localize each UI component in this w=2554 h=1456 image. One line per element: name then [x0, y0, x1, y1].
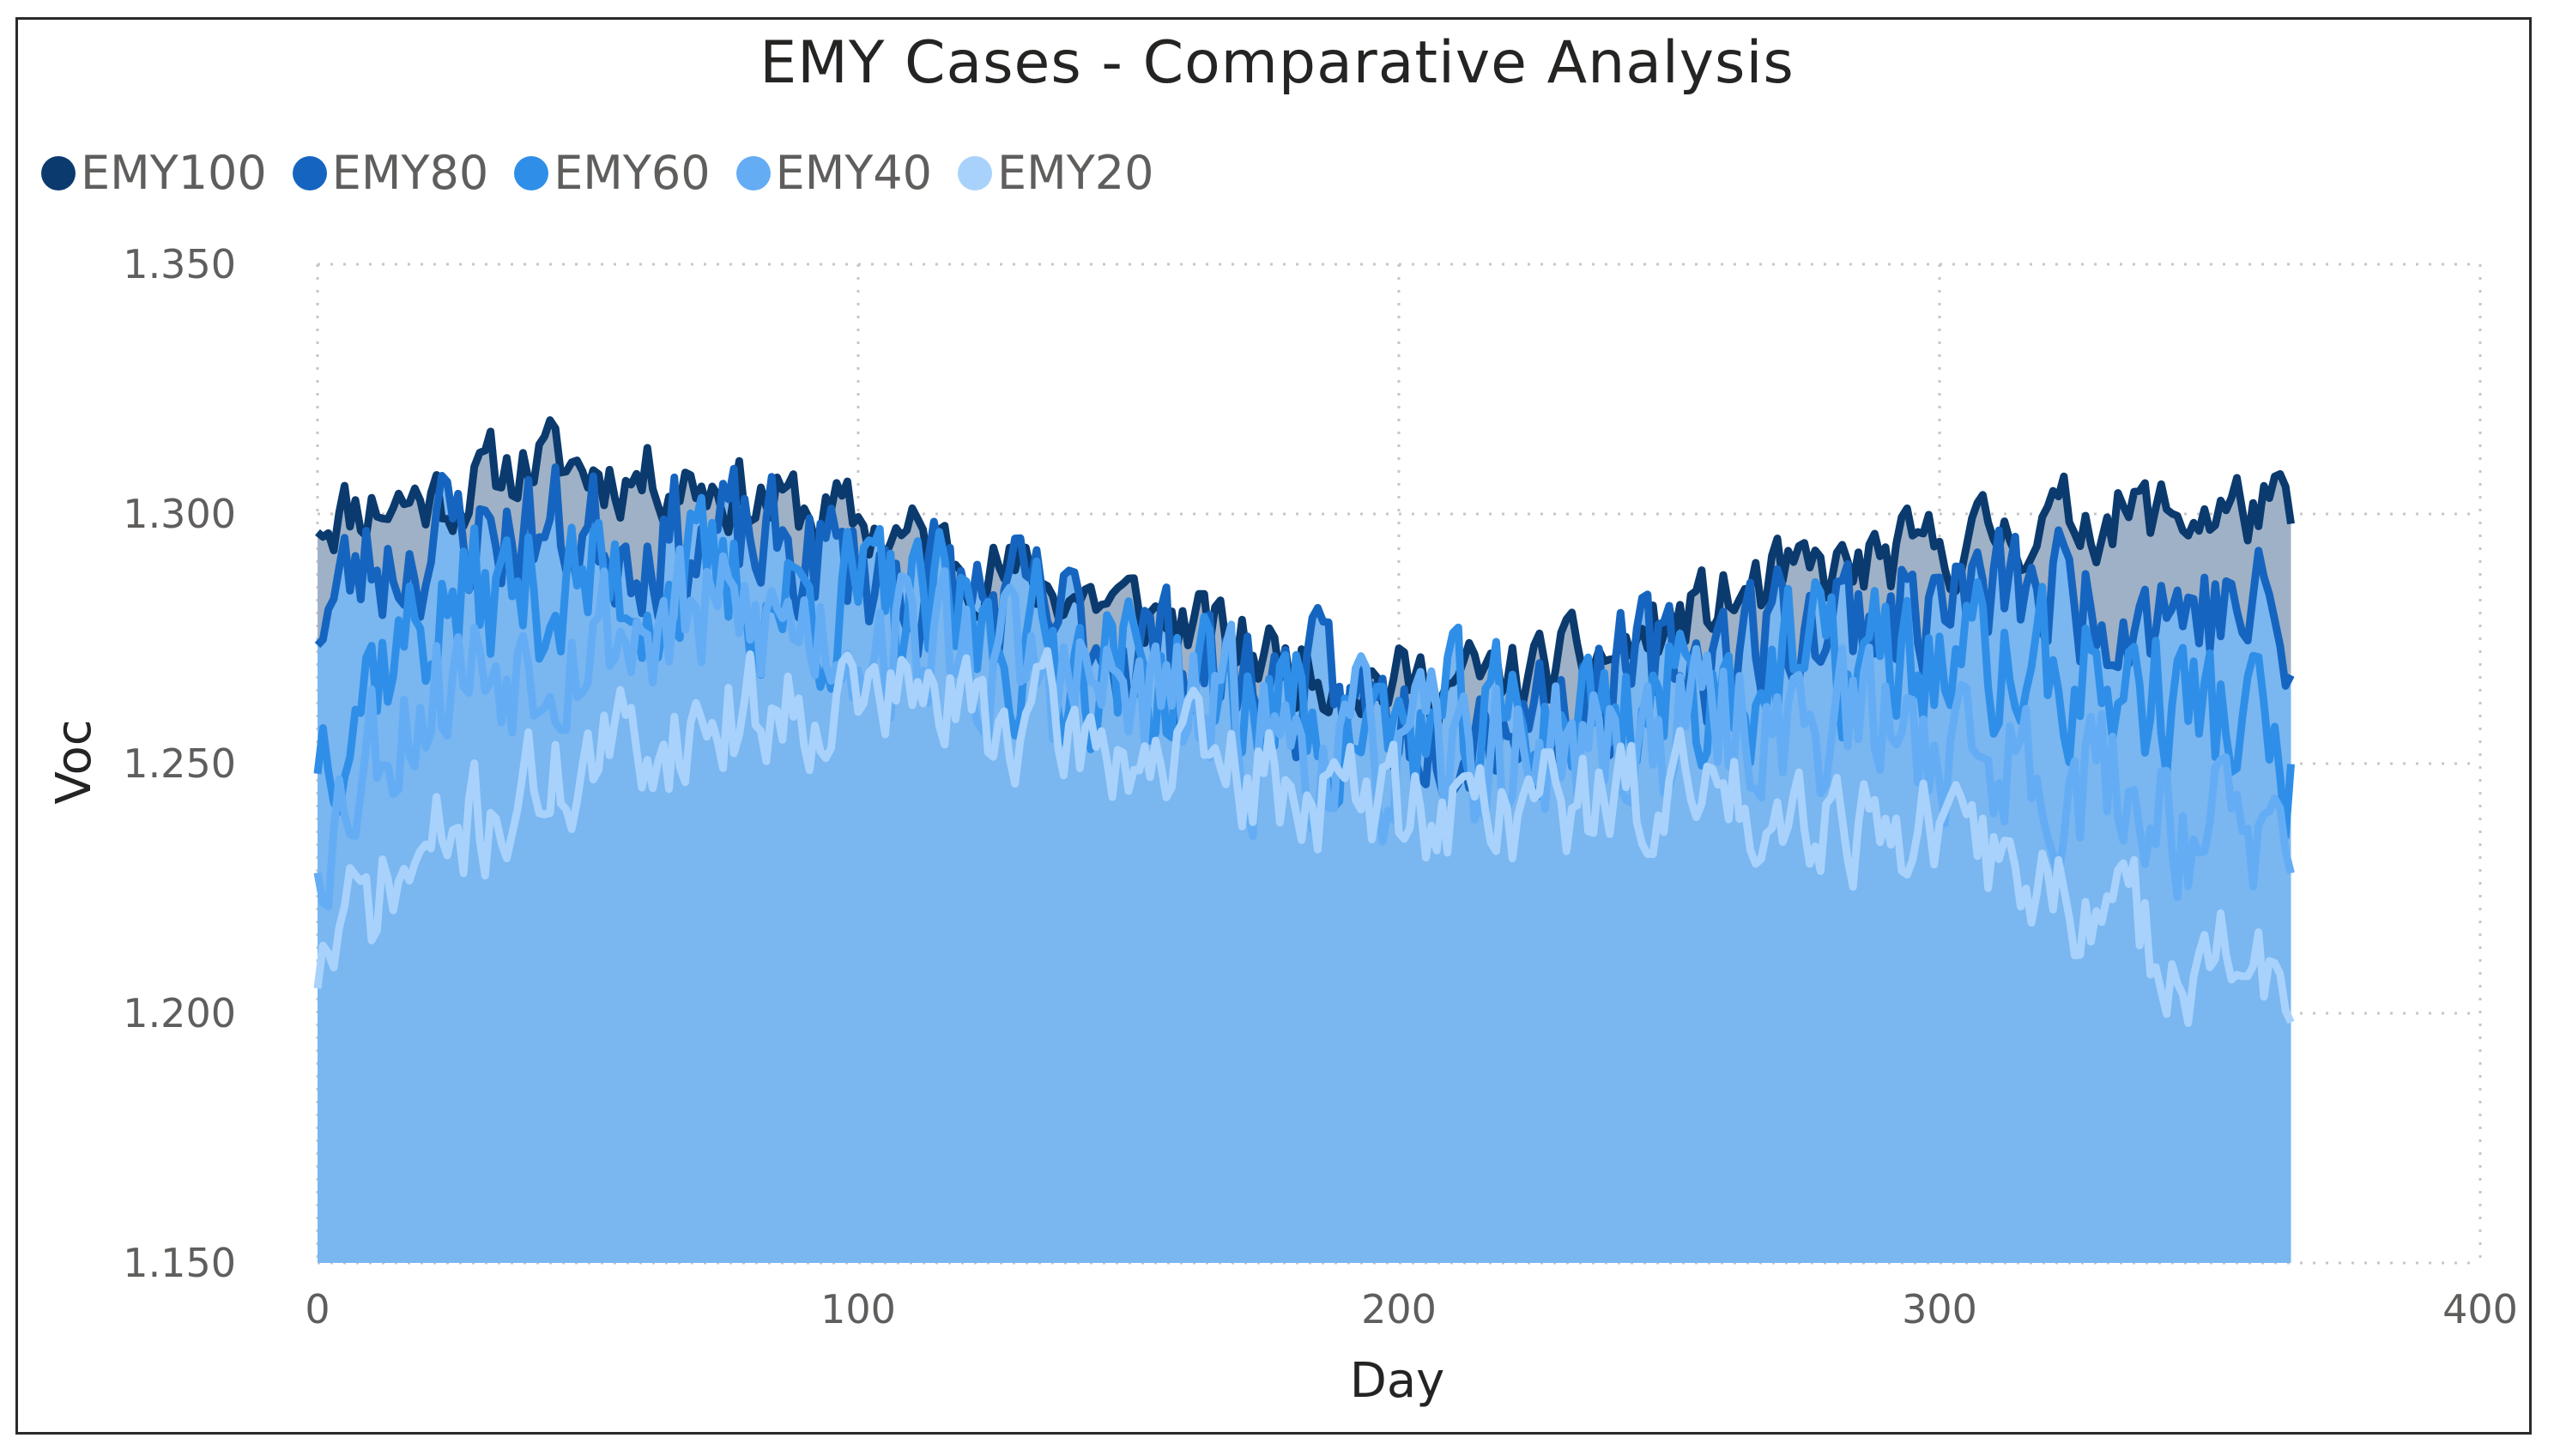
x-tick-labels: 0 100 200 300 400 [305, 1286, 2518, 1332]
legend-marker-emy100 [41, 155, 76, 190]
line-emy60[interactable] [313, 493, 2295, 841]
legend-label-emy80: EMY80 [331, 146, 489, 200]
legend-label-emy100: EMY100 [81, 146, 267, 200]
y-tick-label: 1.300 [123, 491, 236, 537]
y-tick-labels: 1.150 1.200 1.250 1.300 1.350 [123, 241, 236, 1286]
legend-marker-emy20 [958, 155, 993, 190]
legend: EMY100 EMY80 EMY60 EMY40 EMY20 [41, 146, 1179, 200]
legend-label-emy40: EMY40 [775, 146, 933, 200]
area-emy20 [318, 650, 2291, 1263]
legend-marker-emy80 [292, 155, 327, 190]
legend-item-emy40[interactable]: EMY40 [735, 146, 933, 200]
series-lines [313, 416, 2295, 1027]
x-axis-title: Day [1350, 1353, 1445, 1409]
legend-marker-emy40 [735, 155, 771, 190]
legend-item-emy80[interactable]: EMY80 [292, 146, 489, 200]
x-tick-label: 300 [1902, 1286, 1977, 1332]
y-tick-label: 1.200 [123, 990, 236, 1036]
y-tick-label: 1.250 [123, 740, 236, 787]
line-emy20[interactable] [313, 647, 2295, 1027]
chart-title: EMY Cases - Comparative Analysis [760, 29, 1794, 97]
legend-marker-emy60 [514, 155, 549, 190]
x-tick-label: 0 [305, 1286, 330, 1332]
legend-item-emy20[interactable]: EMY20 [958, 146, 1153, 200]
legend-label-emy60: EMY60 [554, 146, 711, 200]
x-tick-label: 400 [2442, 1286, 2518, 1332]
y-tick-label: 1.350 [123, 241, 236, 287]
y-tick-label: 1.150 [123, 1240, 236, 1286]
x-tick-label: 200 [1361, 1286, 1437, 1332]
line-emy40[interactable] [313, 545, 2295, 911]
legend-item-emy100[interactable]: EMY100 [41, 146, 267, 200]
legend-item-emy60[interactable]: EMY60 [514, 146, 711, 200]
y-axis-title: Voc [46, 719, 102, 804]
legend-label-emy20: EMY20 [997, 146, 1154, 200]
x-tick-label: 100 [820, 1286, 896, 1332]
